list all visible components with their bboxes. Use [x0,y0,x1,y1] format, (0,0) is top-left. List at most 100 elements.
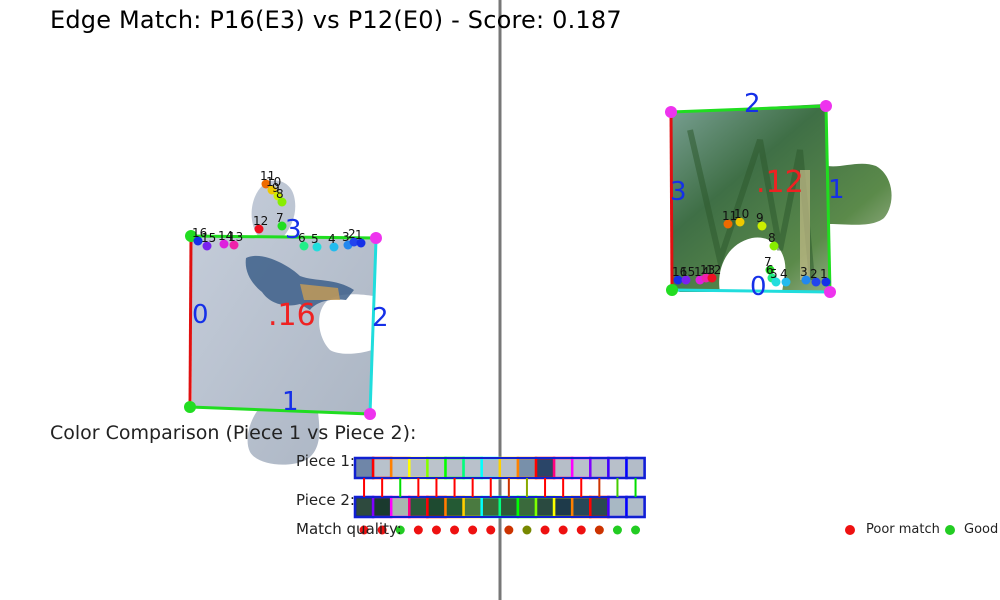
piece1-color-swatch [570,456,592,480]
piece1-color-swatch [607,456,628,480]
right-sample-label: 7 [764,255,772,269]
match-quality-dot [359,525,369,535]
right-sample-point [771,277,781,287]
piece2-color-swatch [444,495,465,519]
piece1-color-swatch [480,456,502,480]
right-sample-point [811,277,821,287]
left-sample-point [254,224,264,234]
left-edge-label-0: 0 [192,300,209,330]
match-quality-dot [377,525,387,535]
left-sample-label: 5 [311,232,319,246]
legend-poor-label: Poor match [866,522,940,537]
piece2-color-swatch [552,495,574,519]
right-edge-2 [670,104,827,114]
right-sample-point [781,277,791,287]
right-corner [666,284,678,296]
right-corner [820,100,832,112]
piece2-color-swatch [408,495,429,519]
right-sample-point [673,275,683,285]
match-quality-dot [612,525,622,535]
color-comparison [353,456,955,535]
left-sample-point [202,241,212,251]
right-sample-label: 16 [672,265,687,279]
match-quality-dot [631,525,641,535]
page-title: Edge Match: P16(E3) vs P12(E0) - Score: … [50,6,622,34]
piece2-color-swatch [371,495,393,519]
right-edge-1 [824,105,832,293]
legend-good-dot [945,525,955,535]
left-sample-point [229,240,239,250]
left-sample-label: 11 [260,169,275,183]
match-quality-label: Match quality: [296,520,402,538]
piece1-color-swatch [589,456,610,480]
piece1-color-swatch [426,456,447,480]
right-edge-label-2: 2 [744,89,761,119]
left-piece-id: .16 [268,298,316,333]
left-piece-illustration-detail [300,284,340,300]
left-sample-label: 10 [266,175,281,189]
left-edge-1 [189,405,371,416]
right-edge-label-1: 1 [828,175,845,205]
right-sample-label: 1 [820,267,828,281]
piece1-color-swatch [353,456,375,480]
piece2-color-swatch [426,495,447,519]
right-corner [665,106,677,118]
match-quality-dot [594,525,604,535]
right-sample-label: 15 [680,265,695,279]
left-edge-label-1: 1 [282,387,299,417]
left-sample-label: 2 [348,227,356,241]
right-sample-label: 8 [768,231,776,245]
piece1-color-swatch [371,456,393,480]
match-quality-dot [504,525,514,535]
left-sample-label: 16 [192,226,207,240]
left-sample-point [329,242,339,252]
right-edge-label-3: 3 [670,177,687,207]
left-sample-point [356,238,366,248]
right-sample-point [757,221,767,231]
left-sample-point [193,236,203,246]
piece2-color-swatch [516,495,538,519]
left-sample-point [261,179,271,189]
right-sample-point [765,265,775,275]
left-sample-label: 14 [218,229,233,243]
left-sample-label: 6 [298,231,306,245]
right-sample-point [735,217,745,227]
right-edge-label-0: 0 [750,272,767,302]
legend-good-label: Good [964,522,999,537]
left-corner [184,401,196,413]
left-sample-point [349,237,359,247]
left-edge-0 [188,236,193,408]
piece1-color-swatch [552,456,574,480]
match-quality-dot [413,525,423,535]
piece1-color-swatch [625,456,646,480]
right-sample-point [769,241,779,251]
piece2-color-swatch [589,495,610,519]
piece1-color-swatch [534,456,556,480]
piece2-row-label: Piece 2: [296,491,355,509]
right-sample-label: 4 [780,267,788,281]
left-sample-label: 1 [355,228,363,242]
left-sample-point [277,221,287,231]
right-sample-label: 5 [770,267,778,281]
left-edge-label-3: 3 [285,215,302,245]
right-sample-point [681,275,691,285]
right-sample-label: 2 [810,267,818,281]
right-sample-label: 9 [756,211,764,225]
left-sample-label: 15 [201,231,216,245]
piece2-color-swatch [534,495,556,519]
left-corner [370,232,382,244]
right-piece-trunk [800,170,810,280]
left-sample-label: 4 [328,232,336,246]
right-piece-id: .12 [756,165,804,200]
right-edge-3 [669,111,674,291]
piece2-color-swatch [480,495,502,519]
right-edge-0 [671,288,831,294]
piece1-strip-frame [354,457,646,479]
right-sample-label: 10 [734,207,749,221]
left-edge-2 [368,239,378,415]
right-sample-label: 11 [722,209,737,223]
right-sample-point [707,273,717,283]
left-sample-label: 8 [276,187,284,201]
left-sample-label: 9 [272,181,280,195]
